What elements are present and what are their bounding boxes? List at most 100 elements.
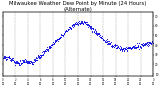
Point — [112, 45, 114, 47]
Point — [79, 23, 81, 25]
Point — [91, 31, 93, 32]
Point — [125, 47, 128, 49]
Point — [32, 61, 35, 63]
Point — [117, 47, 120, 49]
Point — [71, 26, 74, 27]
Point — [133, 46, 135, 47]
Point — [36, 60, 38, 61]
Point — [56, 39, 58, 40]
Point — [78, 24, 81, 25]
Point — [116, 45, 118, 46]
Point — [81, 22, 84, 24]
Point — [58, 37, 61, 39]
Point — [123, 47, 126, 49]
Point — [108, 43, 111, 44]
Point — [97, 33, 99, 34]
Point — [151, 43, 154, 44]
Point — [109, 44, 112, 45]
Point — [81, 21, 84, 23]
Point — [43, 52, 45, 53]
Point — [33, 61, 36, 62]
Point — [107, 42, 110, 44]
Point — [130, 47, 133, 49]
Point — [69, 27, 72, 29]
Point — [82, 23, 84, 24]
Point — [118, 49, 121, 50]
Point — [48, 46, 50, 47]
Point — [150, 42, 152, 43]
Point — [108, 43, 111, 45]
Point — [143, 43, 145, 44]
Point — [54, 39, 56, 41]
Point — [6, 57, 9, 58]
Point — [145, 41, 148, 43]
Point — [113, 44, 115, 46]
Point — [105, 42, 108, 43]
Point — [66, 31, 68, 32]
Point — [22, 59, 25, 61]
Point — [109, 42, 111, 44]
Point — [69, 26, 71, 27]
Point — [61, 34, 64, 35]
Point — [45, 49, 48, 50]
Point — [16, 62, 18, 63]
Point — [83, 20, 85, 21]
Point — [32, 61, 35, 63]
Point — [141, 44, 143, 45]
Point — [28, 62, 31, 64]
Point — [65, 30, 67, 32]
Point — [5, 58, 7, 59]
Point — [123, 48, 126, 50]
Point — [106, 40, 108, 41]
Point — [109, 46, 112, 47]
Point — [114, 45, 116, 46]
Point — [86, 23, 89, 25]
Point — [3, 57, 5, 58]
Point — [134, 46, 137, 48]
Point — [107, 43, 110, 45]
Point — [95, 30, 97, 31]
Point — [90, 27, 93, 29]
Point — [121, 50, 124, 52]
Point — [55, 40, 57, 41]
Point — [111, 44, 113, 45]
Point — [110, 46, 113, 47]
Point — [8, 56, 10, 58]
Point — [49, 46, 51, 48]
Point — [54, 40, 57, 42]
Point — [25, 61, 27, 63]
Point — [72, 25, 75, 27]
Point — [71, 24, 74, 25]
Point — [100, 37, 102, 38]
Point — [22, 60, 24, 61]
Point — [59, 37, 61, 39]
Point — [128, 47, 131, 49]
Point — [44, 50, 46, 52]
Point — [8, 58, 11, 59]
Point — [44, 49, 47, 50]
Point — [89, 25, 91, 27]
Point — [87, 24, 90, 26]
Point — [114, 47, 117, 48]
Point — [24, 58, 26, 60]
Point — [55, 39, 58, 41]
Point — [118, 47, 121, 49]
Point — [57, 39, 60, 40]
Point — [140, 43, 143, 44]
Point — [59, 36, 61, 37]
Point — [139, 46, 141, 47]
Point — [44, 51, 47, 52]
Point — [93, 31, 95, 32]
Point — [71, 25, 73, 26]
Point — [101, 39, 104, 41]
Point — [4, 58, 7, 59]
Point — [103, 39, 106, 41]
Point — [40, 56, 42, 57]
Point — [94, 30, 96, 31]
Point — [62, 35, 64, 37]
Point — [76, 24, 79, 25]
Point — [149, 43, 152, 44]
Point — [30, 63, 33, 64]
Point — [96, 34, 99, 35]
Point — [3, 56, 5, 57]
